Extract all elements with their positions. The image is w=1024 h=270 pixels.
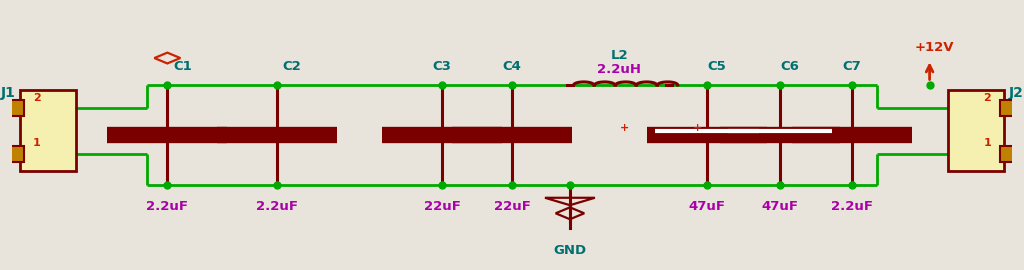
Text: 47uF: 47uF — [688, 200, 725, 213]
Text: 2: 2 — [33, 93, 41, 103]
Text: C3: C3 — [432, 60, 452, 73]
Bar — [6, 146, 25, 162]
Text: 2.2uF: 2.2uF — [830, 200, 872, 213]
Text: 1: 1 — [983, 139, 991, 148]
Text: J1: J1 — [1, 86, 15, 100]
Text: C2: C2 — [283, 60, 302, 73]
Text: 2.2uF: 2.2uF — [146, 200, 188, 213]
Bar — [999, 146, 1018, 162]
Text: +12V: +12V — [914, 41, 954, 54]
Text: +: + — [693, 123, 702, 133]
Text: 22uF: 22uF — [424, 200, 461, 213]
Bar — [947, 90, 1004, 171]
Text: 2.2uH: 2.2uH — [597, 63, 641, 76]
Bar — [20, 90, 77, 171]
Bar — [999, 100, 1018, 116]
Text: 47uF: 47uF — [761, 200, 799, 213]
Text: C7: C7 — [843, 60, 861, 73]
Text: 1: 1 — [33, 139, 41, 148]
Text: L2: L2 — [610, 49, 628, 62]
Text: C4: C4 — [503, 60, 521, 73]
Text: GND: GND — [553, 244, 587, 257]
Text: C1: C1 — [173, 60, 191, 73]
Text: J2: J2 — [1009, 86, 1023, 100]
Bar — [6, 100, 25, 116]
Text: 22uF: 22uF — [494, 200, 530, 213]
Text: +: + — [621, 123, 630, 133]
Text: 2: 2 — [983, 93, 991, 103]
Text: C5: C5 — [708, 60, 726, 73]
Text: C6: C6 — [780, 60, 799, 73]
Text: 2.2uF: 2.2uF — [256, 200, 298, 213]
